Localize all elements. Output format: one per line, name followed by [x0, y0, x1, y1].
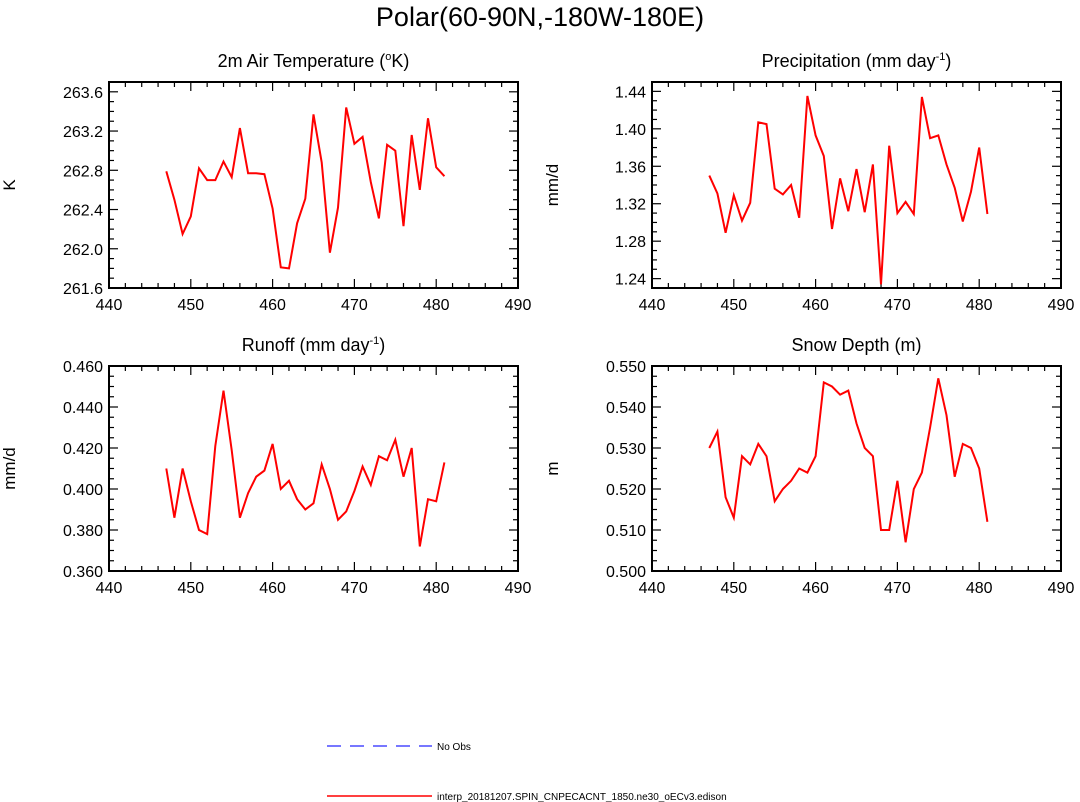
y-tick-label: 0.520 [606, 482, 646, 499]
panel-3: 440 450 460 470 480 490 0.500 0.510 0.520 0.530 0.… [543, 335, 1074, 597]
y-tick-label: 1.40 [615, 122, 646, 139]
y-tick-label: 262.8 [63, 163, 103, 180]
x-tick-label: 460 [802, 297, 829, 314]
figure-title: Polar(60-90N,-180W-180E) [376, 2, 704, 32]
y-tick-label: 1.36 [615, 159, 646, 176]
x-tick-label: 460 [259, 297, 286, 314]
panel-0: 440 450 460 470 480 490 261.6 262.0 262.4 262.8 26… [0, 51, 531, 314]
plot-frame [108, 365, 519, 572]
x-tick-label: 490 [505, 297, 532, 314]
y-tick-label: 0.400 [63, 482, 103, 499]
x-tick-label: 450 [177, 297, 204, 314]
y-tick-label: 1.32 [615, 197, 646, 214]
y-tick-label: 0.540 [606, 400, 646, 417]
plot-frame [108, 81, 519, 289]
panel-title: Runoff (mm day-1) [242, 335, 386, 355]
y-tick-label: 0.530 [606, 441, 646, 458]
x-tick-label: 480 [966, 297, 993, 314]
x-tick-label: 480 [966, 580, 993, 597]
x-tick-label: 470 [884, 580, 911, 597]
y-tick-label: 1.24 [615, 272, 646, 289]
x-tick-label: 440 [96, 580, 123, 597]
panel-2: 440 450 460 470 480 490 0.360 0.380 0.400 0.420 0.… [0, 335, 531, 597]
series-line [708, 378, 989, 543]
x-tick-label: 490 [1048, 580, 1075, 597]
y-tick-label: 0.510 [606, 523, 646, 540]
y-axis-label: mm/d [543, 164, 562, 207]
panel-title: Snow Depth (m) [791, 335, 921, 355]
y-tick-label: 262.0 [63, 242, 103, 259]
series-line [165, 107, 446, 270]
plot-frame [651, 365, 1062, 572]
y-axis-label: mm/d [0, 447, 19, 490]
legend-label-no-obs: No Obs [437, 742, 471, 753]
legend-label-model-run: interp_20181207.SPIN_CNPECACNT_1850.ne30… [437, 792, 727, 802]
x-tick-label: 450 [720, 580, 747, 597]
y-tick-label: 0.440 [63, 400, 103, 417]
y-tick-label: 262.4 [63, 203, 103, 220]
x-tick-label: 470 [341, 297, 368, 314]
y-axis-label: m [543, 461, 562, 475]
series-line [165, 390, 446, 547]
y-tick-label: 1.44 [615, 84, 646, 101]
x-tick-label: 480 [423, 297, 450, 314]
series-line [708, 95, 989, 285]
y-tick-label: 263.2 [63, 124, 103, 141]
y-axis-label: K [0, 179, 19, 191]
y-tick-label: 0.420 [63, 441, 103, 458]
x-tick-label: 460 [259, 580, 286, 597]
x-tick-label: 450 [177, 580, 204, 597]
y-tick-label: 261.6 [63, 281, 103, 298]
x-tick-label: 470 [884, 297, 911, 314]
x-tick-label: 480 [423, 580, 450, 597]
panel-title: Precipitation (mm day-1) [762, 51, 952, 71]
x-tick-label: 460 [802, 580, 829, 597]
y-tick-label: 0.500 [606, 564, 646, 581]
y-tick-label: 0.380 [63, 523, 103, 540]
y-tick-label: 263.6 [63, 85, 103, 102]
x-tick-label: 490 [1048, 297, 1075, 314]
y-tick-label: 0.460 [63, 359, 103, 376]
x-tick-label: 450 [720, 297, 747, 314]
x-tick-label: 440 [639, 580, 666, 597]
x-tick-label: 490 [505, 580, 532, 597]
panel-1: 440 450 460 470 480 490 1.24 1.28 1.32 1.36 1.40 1.… [543, 51, 1074, 314]
x-tick-label: 440 [96, 297, 123, 314]
y-tick-label: 0.550 [606, 359, 646, 376]
y-tick-label: 1.28 [615, 234, 646, 251]
x-tick-label: 440 [639, 297, 666, 314]
chart-panels: 440 450 460 470 480 490 261.6 262.0 262.4 262.8 26… [0, 51, 1074, 597]
x-tick-label: 470 [341, 580, 368, 597]
panel-title: 2m Air Temperature (oK) [218, 51, 410, 71]
y-tick-label: 0.360 [63, 564, 103, 581]
legend: No Obs interp_20181207.SPIN_CNPECACNT_18… [327, 742, 727, 802]
